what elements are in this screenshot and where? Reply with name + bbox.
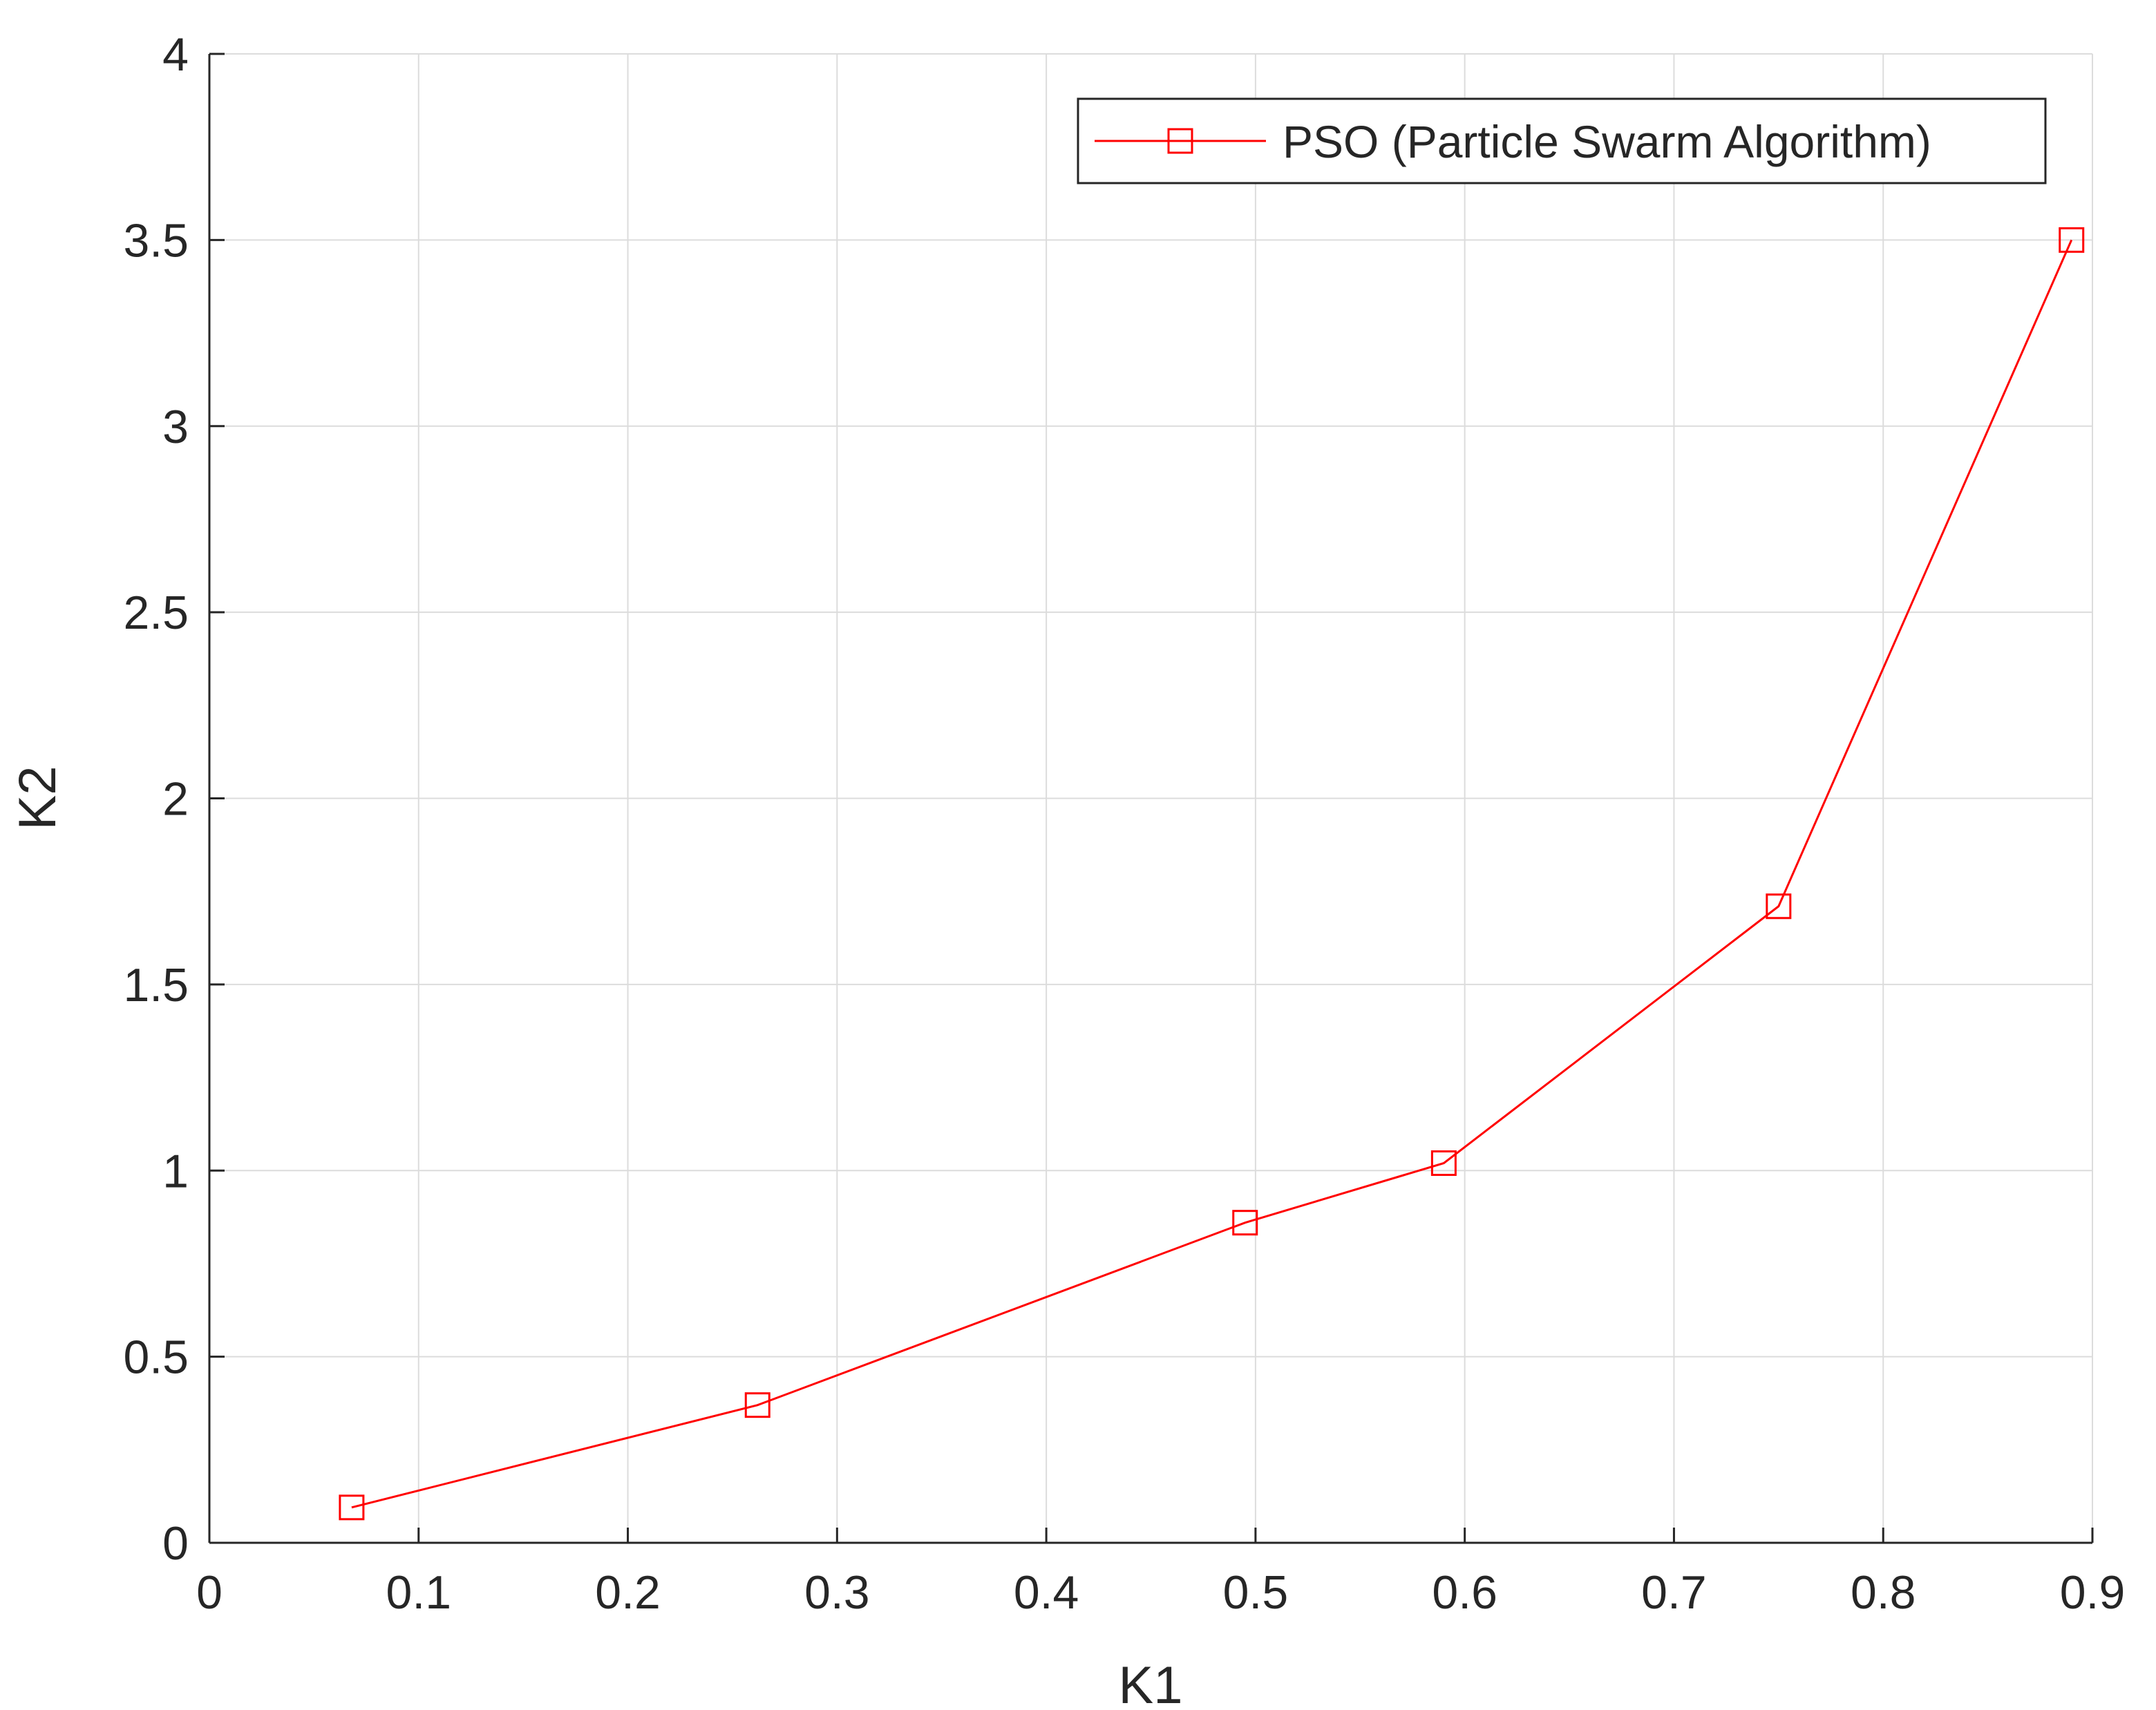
legend-entry-label: PSO (Particle Swarm Algorithm): [1283, 116, 1931, 167]
y-ticks: 0 0.5 1 1.5 2 2.5 3 3.5 4: [123, 28, 225, 1570]
y-tick-label: 0.5: [123, 1331, 189, 1384]
x-tick-label: 0.7: [1641, 1566, 1707, 1619]
legend: PSO (Particle Swarm Algorithm): [1077, 97, 2047, 184]
y-tick-label: 0: [162, 1517, 189, 1570]
data-point-marker: [1766, 893, 1792, 920]
y-tick-label: 4: [162, 28, 189, 81]
x-tick-label: 0: [196, 1566, 223, 1619]
data-point-marker: [744, 1392, 770, 1418]
x-tick-label: 0.4: [1014, 1566, 1079, 1619]
y-axis-label: K2: [8, 766, 67, 830]
x-tick-label: 0.9: [2060, 1566, 2126, 1619]
y-gridlines: [209, 53, 2092, 1358]
y-tick-label: 3: [162, 401, 189, 453]
data-point-marker: [339, 1494, 365, 1521]
x-tick-label: 0.3: [804, 1566, 870, 1619]
y-tick-label: 2: [162, 773, 189, 826]
x-tick-label: 0.2: [595, 1566, 661, 1619]
x-tick-label: 0.1: [386, 1566, 452, 1619]
series-line: [351, 239, 2073, 1509]
x-tick-label: 0.8: [1851, 1566, 1916, 1619]
data-point-marker: [2059, 227, 2085, 253]
data-point-marker: [1232, 1210, 1258, 1236]
x-tick-label: 0.5: [1223, 1566, 1289, 1619]
series-layer: [339, 227, 2085, 1521]
x-tick-label: 0.6: [1432, 1566, 1497, 1619]
y-tick-label: 2.5: [123, 587, 189, 639]
y-tick-label: 1: [162, 1145, 189, 1197]
x-ticks: 0 0.1 0.2 0.3 0.4 0.5 0.6 0.7 0.8 0.9: [196, 1528, 2125, 1619]
y-tick-label: 3.5: [123, 214, 189, 267]
y-tick-label: 1.5: [123, 959, 189, 1011]
data-point-marker: [1430, 1150, 1457, 1176]
x-axis-label: K1: [1119, 1656, 1183, 1710]
legend-marker: [1167, 128, 1193, 154]
